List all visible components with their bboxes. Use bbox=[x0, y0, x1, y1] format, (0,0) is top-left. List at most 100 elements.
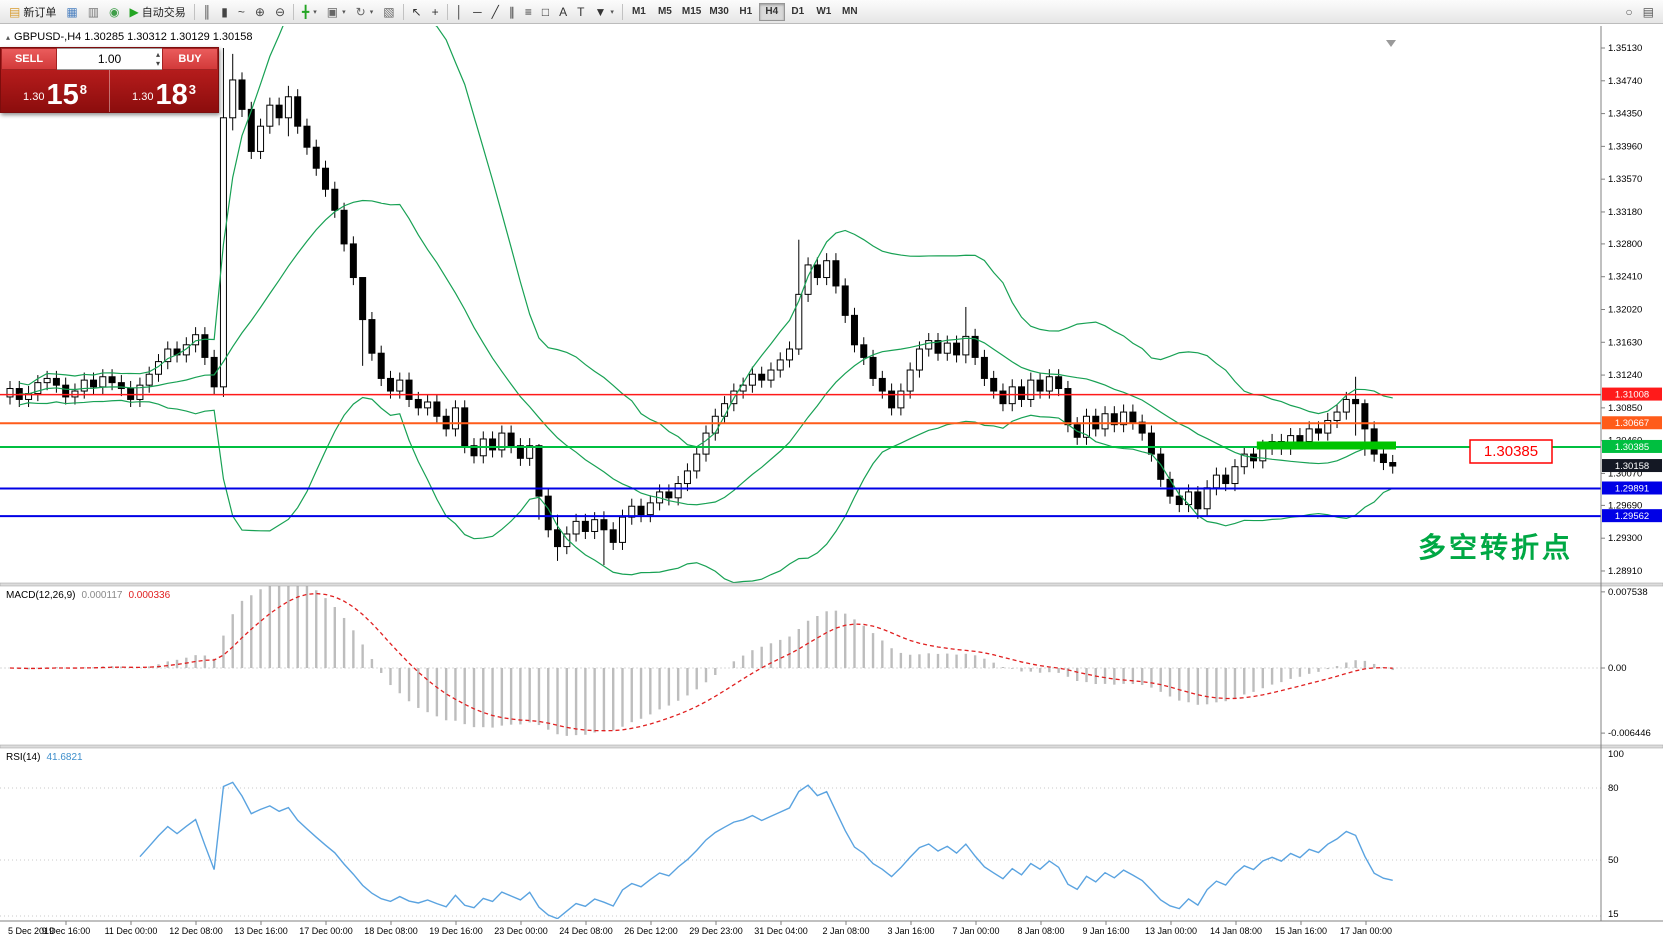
candle-bear bbox=[758, 373, 766, 381]
text-label-button[interactable]: T bbox=[572, 2, 589, 22]
time-tick-label: 23 Dec 00:00 bbox=[494, 926, 548, 936]
candle-bull bbox=[1120, 411, 1128, 426]
candle-bull bbox=[925, 340, 933, 350]
timeframe-H1[interactable]: H1 bbox=[733, 3, 759, 21]
search-button[interactable]: ○ bbox=[1620, 2, 1637, 22]
volume-up-icon[interactable]: ▴ bbox=[155, 50, 160, 59]
one-click-toggle-icon[interactable]: ▴ bbox=[6, 32, 11, 42]
buy-button[interactable]: BUY bbox=[162, 48, 218, 70]
timeframe-M30[interactable]: M30 bbox=[705, 3, 732, 21]
candlestick-chart-button[interactable]: ▮ bbox=[216, 2, 233, 22]
candle-bear bbox=[331, 188, 339, 211]
candle-bear bbox=[878, 377, 886, 392]
timeframe-D1[interactable]: D1 bbox=[785, 3, 811, 21]
candlestick-chart-icon: ▮ bbox=[221, 4, 228, 19]
line-chart-button[interactable]: ~ bbox=[233, 2, 250, 22]
volume-down-icon[interactable]: ▾ bbox=[155, 59, 160, 68]
zoom-out-button[interactable]: ⊖ bbox=[270, 2, 290, 22]
bar-chart-button[interactable]: ║ bbox=[198, 2, 217, 22]
highlight-trend-bar[interactable] bbox=[1256, 441, 1396, 450]
price-tick-label: 1.29300 bbox=[1608, 533, 1642, 544]
candle-bull bbox=[451, 407, 459, 430]
timeframe-H4[interactable]: H4 bbox=[758, 2, 785, 21]
time-tick-label: 3 Jan 16:00 bbox=[887, 926, 934, 936]
macd-panel[interactable] bbox=[0, 585, 1601, 743]
candle-bear bbox=[1314, 428, 1322, 434]
candle-bear bbox=[934, 340, 942, 354]
candle-bull bbox=[767, 369, 775, 381]
price-callout-box[interactable] bbox=[1469, 439, 1553, 464]
candle-bear bbox=[1296, 435, 1304, 442]
chart-settings-button[interactable]: ▤ bbox=[1638, 2, 1659, 22]
bollinger-middle bbox=[19, 199, 1393, 506]
sell-button[interactable]: SELL bbox=[1, 48, 57, 70]
rsi-plot bbox=[0, 781, 1601, 919]
chart-shift-button[interactable]: ▧ bbox=[378, 2, 399, 22]
equidistant-channel-button[interactable]: ∥ bbox=[504, 2, 520, 22]
rsi-line bbox=[139, 781, 1393, 919]
market-watch-button[interactable]: ▥ bbox=[83, 2, 104, 22]
volume-spinner[interactable]: ▴ ▾ bbox=[156, 50, 160, 68]
timeframe-M15[interactable]: M15 bbox=[678, 3, 705, 21]
panel-separator-main-macd[interactable] bbox=[0, 582, 1663, 587]
price-tick-label: 1.33180 bbox=[1608, 207, 1642, 218]
price-tick-label: 1.32020 bbox=[1608, 304, 1642, 315]
level-1.30667-tag-label: 1.30667 bbox=[1615, 418, 1649, 429]
price-tick-label: 1.35130 bbox=[1608, 43, 1642, 54]
candle-bear bbox=[108, 376, 116, 384]
candle-bull bbox=[748, 373, 756, 386]
rsi-panel[interactable] bbox=[0, 747, 1601, 919]
timeframe-M1[interactable]: M1 bbox=[626, 3, 652, 21]
candle-bull bbox=[1305, 428, 1313, 442]
timeframe-M5[interactable]: M5 bbox=[652, 3, 678, 21]
crosshair-button[interactable]: + bbox=[427, 2, 444, 22]
candle-bull bbox=[219, 117, 227, 388]
timeframe-W1[interactable]: W1 bbox=[811, 3, 837, 21]
timeframe-MN[interactable]: MN bbox=[837, 3, 863, 21]
annotation-text[interactable]: 多空转折点 bbox=[1418, 531, 1573, 563]
candle-bear bbox=[322, 167, 330, 190]
auto-trade-button[interactable]: ▶ 自动交易 bbox=[125, 2, 191, 22]
zoom-in-button[interactable]: ⊕ bbox=[250, 2, 270, 22]
candle-bear bbox=[1147, 432, 1155, 455]
profiles-button[interactable]: ▣ ▾ bbox=[322, 2, 351, 22]
price-tick-label: 1.33960 bbox=[1608, 141, 1642, 152]
candle-bull bbox=[257, 125, 265, 152]
buy-price[interactable]: 1.30 18 3 bbox=[110, 70, 218, 112]
candle-bull bbox=[711, 415, 719, 434]
volume-input[interactable]: 1.00 ▴ ▾ bbox=[57, 48, 162, 70]
vertical-line-button[interactable]: │ bbox=[451, 2, 469, 22]
macd-axis-label: 0.007538 bbox=[1608, 587, 1648, 598]
candle-bear bbox=[869, 356, 877, 379]
fibonacci-button[interactable]: ≡ bbox=[520, 2, 537, 22]
chart-list-icon: ▦ bbox=[66, 4, 78, 19]
macd-axis-label: 0.00 bbox=[1608, 663, 1627, 674]
horizontal-line-button[interactable]: ─ bbox=[468, 2, 487, 22]
arrows-button[interactable]: ▼ ▾ bbox=[590, 2, 619, 22]
text-button[interactable]: A bbox=[554, 2, 572, 22]
price-tick-label: 1.34740 bbox=[1608, 76, 1642, 87]
sell-price[interactable]: 1.30 15 8 bbox=[1, 70, 109, 112]
community-button[interactable]: ◉ bbox=[104, 2, 124, 22]
zoom-out-icon: ⊖ bbox=[274, 4, 286, 19]
cursor-button[interactable]: ↖ bbox=[407, 2, 427, 22]
sell-price-prefix: 1.30 bbox=[23, 91, 45, 103]
candle-bear bbox=[999, 390, 1007, 405]
candle-bear bbox=[1222, 474, 1230, 485]
candle-bull bbox=[693, 453, 701, 472]
candle-bear bbox=[340, 209, 348, 245]
period-cycle-button[interactable]: ↻ ▾ bbox=[351, 2, 379, 22]
candle-bear bbox=[1157, 453, 1165, 480]
profiles-caret-icon: ▾ bbox=[342, 8, 346, 16]
new-order-button[interactable]: ▤ 新订单 bbox=[4, 2, 61, 22]
new-chart-button[interactable]: ╋ ▾ bbox=[297, 2, 322, 22]
time-tick-label: 5 Dec 2019 bbox=[8, 926, 54, 936]
panel-separator-macd-rsi[interactable] bbox=[0, 744, 1663, 749]
shapes-button[interactable]: □ bbox=[537, 2, 554, 22]
chart-settings-icon: ▤ bbox=[1642, 4, 1654, 19]
chart-list-button[interactable]: ▦ bbox=[61, 2, 82, 22]
text-label-icon: T bbox=[577, 4, 585, 19]
trendline-button[interactable]: ╱ bbox=[487, 2, 504, 22]
candle-bear bbox=[1361, 403, 1369, 430]
